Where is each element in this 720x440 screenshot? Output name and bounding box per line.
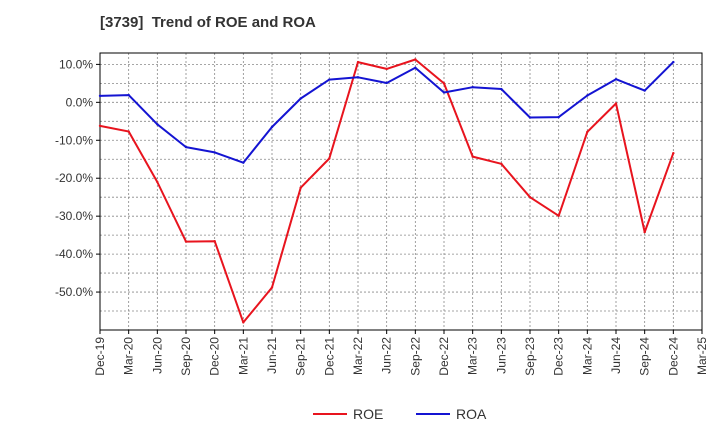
y-tick-label: -10.0% — [55, 133, 93, 147]
data-point-roa — [643, 89, 646, 92]
data-point-roa — [184, 145, 188, 149]
data-point-roa — [299, 97, 302, 100]
y-tick-label: 0.0% — [66, 95, 94, 109]
plot-area-border — [99, 52, 703, 331]
data-point-roa — [156, 123, 159, 126]
data-point-roa — [127, 93, 130, 97]
y-tick-label: 10.0% — [59, 57, 93, 71]
y-tick-label: -20.0% — [55, 171, 93, 185]
x-tick-label: Sep-24 — [638, 337, 652, 376]
x-tick-label: Jun-23 — [494, 337, 508, 374]
data-point-roa — [471, 85, 474, 89]
x-tick-label: Dec-24 — [666, 337, 680, 376]
data-point-roa — [270, 125, 274, 129]
data-point-roa — [557, 115, 560, 119]
x-tick-label: Mar-25 — [695, 337, 709, 375]
data-point-roe — [672, 151, 675, 155]
data-point-roe — [557, 214, 560, 217]
data-point-roa — [614, 77, 618, 81]
x-tick-label: Mar-20 — [122, 337, 136, 375]
y-tick-label: -50.0% — [55, 285, 93, 299]
y-axis-ticks: 10.0% 0.0% -10.0% -20.0% -30.0% -40.0% -50.0% — [55, 57, 100, 299]
x-axis-ticks: Dec-19 Mar-20 Jun-20 Sep-20 Dec-20 Mar-21 Jun-… — [93, 330, 709, 376]
legend: ROE ROA — [313, 406, 487, 422]
data-point-roe — [500, 162, 503, 165]
data-point-roa — [328, 78, 331, 81]
x-tick-label: Dec-20 — [208, 337, 222, 376]
data-point-roe — [242, 321, 245, 324]
x-tick-label: Jun-20 — [150, 337, 164, 374]
data-point-roe — [414, 58, 417, 61]
data-point-roa — [442, 91, 446, 94]
data-point-roe — [213, 240, 216, 243]
x-tick-label: Dec-21 — [322, 337, 336, 376]
data-point-roe — [586, 130, 589, 134]
data-point-roe — [385, 67, 388, 71]
x-tick-label: Mar-22 — [351, 337, 365, 375]
data-point-roa — [586, 94, 589, 97]
data-point-roa — [500, 87, 503, 91]
data-point-roe — [643, 230, 646, 234]
x-tick-label: Mar-23 — [466, 337, 480, 375]
data-point-roe — [299, 186, 302, 189]
data-point-roa — [528, 116, 532, 119]
data-point-roe — [127, 130, 130, 133]
x-tick-label: Dec-23 — [552, 337, 566, 376]
x-tick-label: Mar-24 — [580, 337, 594, 375]
x-tick-label: Sep-23 — [523, 337, 537, 376]
y-tick-label: -30.0% — [55, 209, 93, 223]
legend-label-roa: ROA — [456, 406, 487, 422]
data-point-roe — [442, 82, 446, 85]
x-tick-label: Mar-21 — [236, 337, 250, 375]
data-point-roe — [528, 195, 532, 199]
data-point-roe — [184, 240, 188, 243]
data-point-roa — [414, 66, 417, 69]
data-point-roa — [213, 151, 216, 154]
data-point-roe — [614, 102, 618, 105]
x-tick-label: Sep-21 — [294, 337, 308, 376]
data-point-roe — [356, 60, 360, 64]
grid-lines — [100, 53, 702, 330]
data-point-roa — [385, 81, 388, 85]
data-point-roe — [328, 157, 331, 160]
x-tick-label: Dec-22 — [437, 337, 451, 376]
x-tick-label: Sep-20 — [179, 337, 193, 376]
x-tick-label: Sep-22 — [408, 337, 422, 376]
data-point-roa — [672, 60, 675, 64]
data-point-roa — [242, 161, 245, 164]
chart-title: [3739] Trend of ROE and ROA — [100, 14, 316, 31]
data-point-roe — [270, 286, 274, 289]
series-lines — [98, 58, 675, 324]
data-point-roa — [356, 76, 360, 79]
y-tick-label: -40.0% — [55, 247, 93, 261]
x-tick-label: Jun-21 — [265, 337, 279, 374]
data-point-roa — [98, 94, 102, 98]
x-tick-label: Jun-22 — [380, 337, 394, 374]
x-tick-label: Jun-24 — [609, 337, 623, 374]
data-point-roe — [156, 180, 159, 184]
x-tick-label: Dec-19 — [93, 337, 107, 376]
legend-label-roe: ROE — [353, 406, 383, 422]
data-point-roe — [471, 155, 474, 158]
data-point-roe — [98, 124, 102, 128]
